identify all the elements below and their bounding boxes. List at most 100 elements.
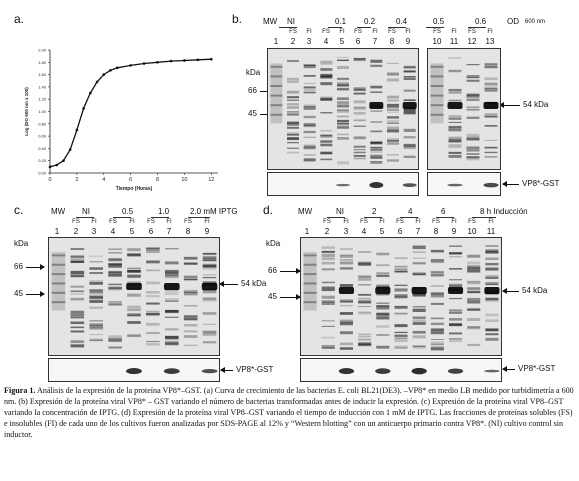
lane-number: 9	[451, 227, 457, 236]
wb-band	[369, 182, 384, 189]
protein-band	[320, 74, 333, 78]
lane-number: 8	[389, 37, 395, 46]
protein-band	[449, 245, 463, 247]
protein-band	[484, 125, 498, 127]
protein-band	[353, 87, 366, 89]
protein-band	[387, 137, 399, 142]
protein-band	[321, 257, 335, 260]
ladder-band	[51, 301, 66, 304]
protein-band	[376, 313, 390, 317]
growth-data-point	[115, 66, 119, 70]
fraction-label: FI	[405, 29, 411, 35]
fraction-label: FS	[468, 29, 476, 35]
protein-band	[467, 281, 481, 285]
protein-band	[394, 267, 408, 271]
gel-lane	[387, 62, 399, 162]
protein-band	[321, 261, 335, 265]
protein-band	[484, 139, 498, 141]
wb-band	[447, 368, 464, 374]
protein-band	[370, 64, 383, 67]
wb-band	[163, 368, 180, 374]
protein-band	[376, 293, 390, 296]
protein-band	[321, 281, 335, 284]
band-label: 54 kDa	[522, 286, 548, 295]
figure-caption: Figura 1. Análisis de la expresión de la…	[4, 385, 575, 440]
protein-band	[403, 70, 416, 73]
protein-band	[466, 108, 480, 111]
ladder-band	[303, 282, 317, 285]
protein-band	[466, 98, 480, 102]
gel-lane	[126, 248, 142, 337]
protein-band	[358, 345, 372, 347]
x-tick-label: 6	[129, 177, 132, 183]
protein-band	[449, 311, 463, 314]
gel-lane	[430, 249, 444, 351]
band-label: 54 kDa	[523, 100, 549, 109]
protein-band	[430, 317, 444, 320]
protein-band	[484, 115, 498, 118]
protein-band	[449, 322, 463, 326]
protein-band	[394, 339, 408, 343]
gel-lane	[447, 57, 463, 158]
protein-band	[108, 248, 122, 251]
protein-band	[202, 341, 217, 344]
protein-band	[394, 334, 408, 337]
protein-band	[337, 82, 349, 86]
od-unit-label: 600 nm	[525, 19, 546, 25]
header-underline	[188, 217, 210, 218]
protein-band	[303, 146, 316, 150]
protein-band	[70, 310, 85, 314]
protein-band	[339, 342, 353, 346]
protein-band	[89, 290, 104, 294]
protein-band	[202, 299, 217, 302]
ladder-band	[303, 301, 317, 304]
protein-band	[485, 257, 499, 261]
column-header: 1.0	[158, 207, 170, 216]
protein-band	[394, 257, 408, 259]
protein-band	[303, 105, 316, 108]
western-blot-strip	[300, 358, 502, 382]
protein-band	[353, 106, 366, 109]
fraction-label: FS	[432, 219, 440, 225]
protein-band	[70, 344, 85, 348]
protein-band	[146, 291, 160, 294]
protein-band	[430, 271, 444, 274]
x-tick-label: 0	[48, 177, 51, 183]
protein-band	[202, 252, 217, 255]
protein-band	[303, 123, 316, 127]
gel-lane	[303, 64, 316, 162]
gel-lane	[353, 57, 366, 160]
protein-band	[303, 154, 316, 156]
protein-band	[287, 147, 299, 149]
protein-band	[387, 159, 399, 162]
protein-band	[394, 270, 408, 273]
protein-band	[183, 316, 198, 320]
protein-band	[430, 346, 444, 349]
protein-band	[164, 288, 179, 292]
gel-lane	[287, 60, 299, 154]
protein-band	[448, 91, 462, 94]
protein-band	[108, 274, 122, 277]
protein-band	[485, 319, 499, 323]
protein-band	[70, 274, 85, 278]
protein-band	[484, 146, 498, 149]
protein-band	[164, 298, 179, 301]
protein-band	[467, 269, 481, 273]
protein-band	[108, 286, 122, 289]
protein-band	[183, 263, 198, 266]
protein-band	[353, 57, 366, 59]
protein-band	[337, 65, 349, 70]
protein-band	[403, 66, 416, 69]
western-blot-strip	[267, 172, 419, 196]
target-band-54kda	[447, 102, 463, 109]
protein-band	[376, 307, 390, 310]
protein-band	[202, 276, 217, 279]
ladder-band	[270, 65, 283, 68]
protein-band	[387, 103, 399, 107]
protein-band	[394, 312, 408, 315]
protein-band	[89, 324, 104, 328]
protein-band	[485, 277, 499, 279]
protein-band	[89, 282, 104, 285]
protein-band	[376, 313, 390, 315]
protein-band	[303, 158, 316, 162]
